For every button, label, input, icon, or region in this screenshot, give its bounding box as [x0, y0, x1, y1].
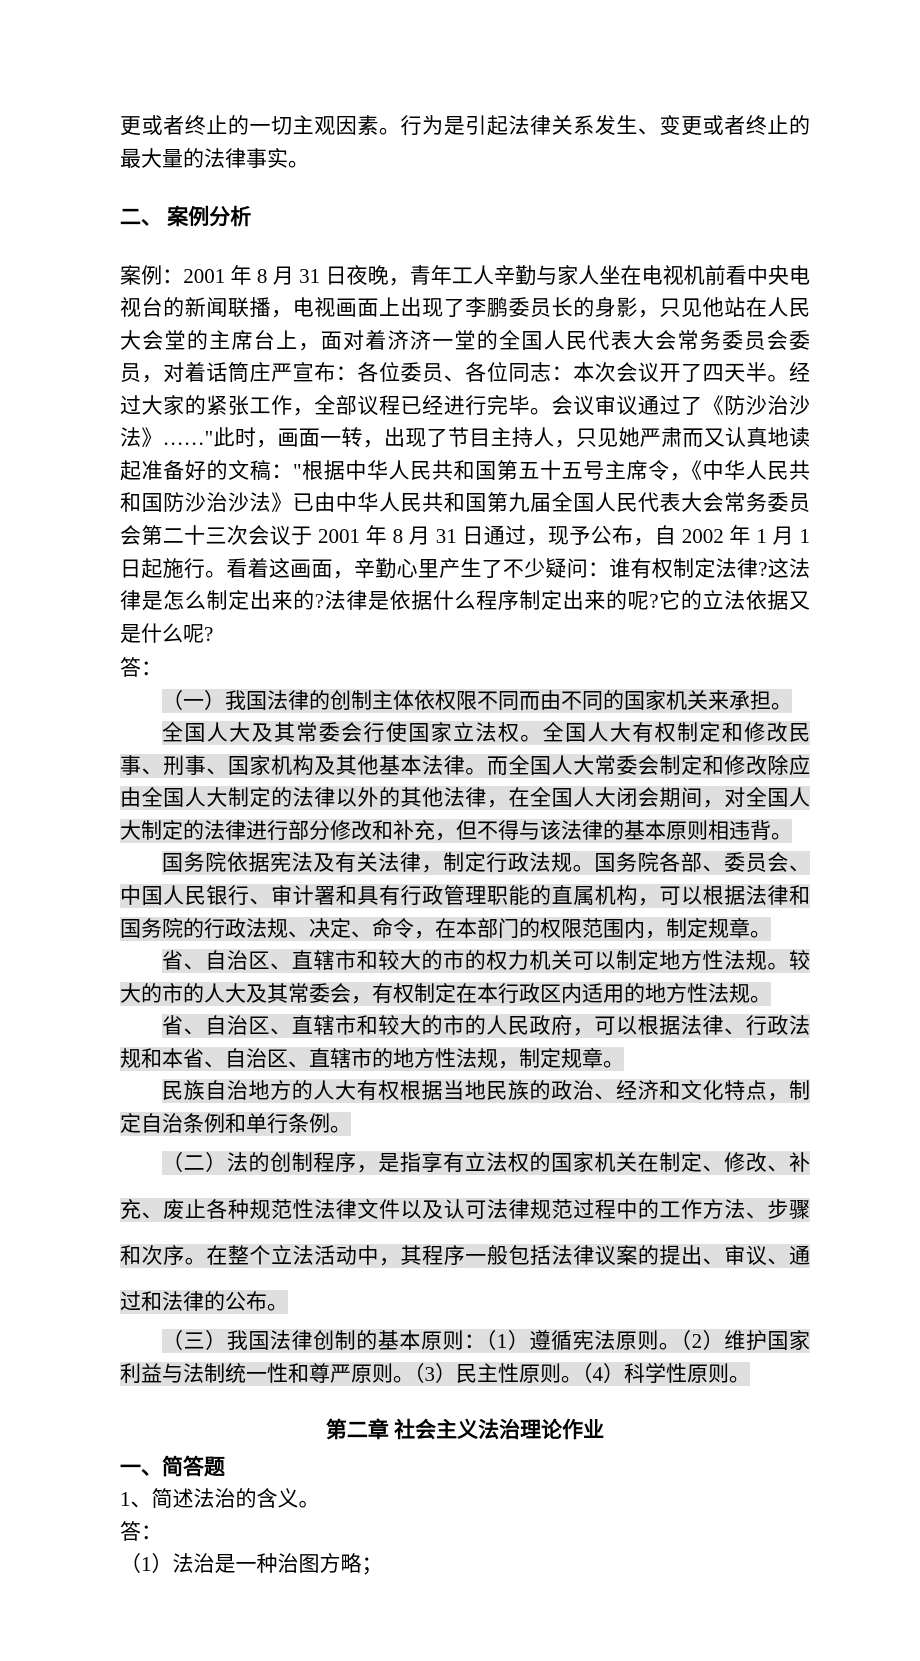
- chapter-2-q-heading: 一、简答题: [120, 1451, 810, 1484]
- answer-2-block: （二）法的创制程序，是指享有立法权的国家机关在制定、修改、补充、废止各种规范性法…: [120, 1140, 810, 1325]
- leading-fragment: 更或者终止的一切主观因素。行为是引起法律关系发生、变更或者终止的最大量的法律事实…: [120, 110, 810, 175]
- document-page: 更或者终止的一切主观因素。行为是引起法律关系发生、变更或者终止的最大量的法律事实…: [0, 0, 920, 1661]
- answer-2: （二）法的创制程序，是指享有立法权的国家机关在制定、修改、补充、废止各种规范性法…: [120, 1140, 810, 1325]
- answer-1-p5: 民族自治地方的人大有权根据当地民族的政治、经济和文化特点，制定自治条例和单行条例…: [120, 1075, 810, 1140]
- answer-3: （三）我国法律创制的基本原则：（1）遵循宪法原则。（2）维护国家利益与法制统一性…: [120, 1325, 810, 1390]
- answer-1-p1: 全国人大及其常委会行使国家立法权。全国人大有权制定和修改民事、刑事、国家机构及其…: [120, 717, 810, 847]
- chapter-2-answer-label: 答：: [120, 1516, 810, 1549]
- answer-1-p2: 国务院依据宪法及有关法律，制定行政法规。国务院各部、委员会、中国人民银行、审计署…: [120, 847, 810, 945]
- answer-label: 答：: [120, 652, 810, 685]
- chapter-2-a1: （1）法治是一种治图方略；: [120, 1548, 810, 1581]
- answer-1-p4: 省、自治区、直辖市和较大的市的人民政府，可以根据法律、行政法规和本省、自治区、直…: [120, 1010, 810, 1075]
- section-2-heading: 二、 案例分析: [120, 201, 810, 234]
- chapter-2-title: 第二章 社会主义法治理论作业: [120, 1414, 810, 1447]
- answer-1-title: （一）我国法律的创制主体依权限不同而由不同的国家机关来承担。: [120, 685, 810, 718]
- case-paragraph: 案例：2001 年 8 月 31 日夜晚，青年工人辛勤与家人坐在电视机前看中央电…: [120, 260, 810, 651]
- answer-1-p3: 省、自治区、直辖市和较大的市的权力机关可以制定地方性法规。较大的市的人大及其常委…: [120, 945, 810, 1010]
- chapter-2-q1: 1、简述法治的含义。: [120, 1483, 810, 1516]
